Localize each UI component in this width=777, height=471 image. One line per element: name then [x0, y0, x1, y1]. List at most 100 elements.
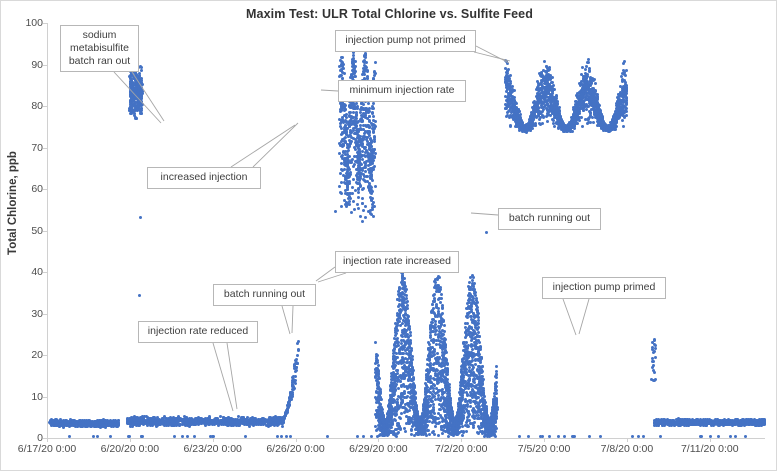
scatter-point — [471, 426, 475, 430]
y-axis-tick-label: 40 — [31, 266, 43, 278]
y-axis-tick-mark — [43, 355, 47, 356]
scatter-point — [369, 173, 373, 177]
scatter-point — [290, 395, 294, 399]
scatter-point — [370, 112, 374, 116]
scatter-point — [360, 162, 364, 166]
scatter-point — [62, 424, 66, 428]
scatter-point — [362, 123, 365, 127]
scatter-point — [362, 58, 366, 62]
y-axis-tick-mark — [43, 230, 47, 232]
scatter-point — [67, 425, 71, 429]
scatter-point — [65, 421, 69, 425]
scatter-point — [439, 428, 443, 432]
x-axis-tick-label: 7/2/20 0:00 — [434, 443, 488, 455]
scatter-plot-area — [47, 23, 767, 439]
scatter-point — [371, 101, 375, 105]
scatter-point — [81, 420, 85, 424]
x-axis-tick-label: 6/29/20 0:00 — [349, 443, 408, 455]
scatter-point — [439, 292, 443, 296]
scatter-point — [136, 76, 140, 80]
x-axis-tick-label: 7/8/20 0:00 — [600, 443, 654, 455]
scatter-point — [105, 420, 109, 424]
scatter-point — [342, 66, 346, 70]
scatter-point — [284, 411, 288, 415]
scatter-point — [126, 420, 130, 424]
scatter-point — [214, 419, 218, 423]
y-axis-tick-label: 20 — [31, 349, 43, 361]
scatter-point — [74, 424, 78, 428]
scatter-point — [83, 425, 87, 429]
scatter-point — [338, 185, 342, 189]
scatter-point — [54, 423, 58, 427]
scatter-point — [135, 107, 139, 111]
x-axis-tick-mark — [626, 439, 628, 442]
scatter-point — [355, 106, 359, 110]
scatter-point — [280, 419, 284, 423]
scatter-point — [425, 434, 429, 438]
scatter-point — [53, 418, 57, 422]
scatter-point — [129, 103, 133, 107]
scatter-point — [345, 174, 349, 178]
scatter-point — [345, 188, 349, 192]
scatter-point — [343, 123, 347, 127]
chart-title: Maxim Test: ULR Total Chlorine vs. Sulfi… — [246, 7, 533, 21]
scatter-point — [361, 120, 365, 124]
scatter-point — [97, 423, 101, 427]
scatter-point — [346, 191, 350, 195]
scatter-point — [57, 421, 61, 425]
scatter-point — [364, 52, 368, 56]
scatter-point — [111, 418, 115, 422]
scatter-point — [283, 416, 287, 420]
scatter-point — [436, 417, 440, 421]
scatter-point — [296, 349, 300, 353]
scatter-point — [57, 425, 61, 429]
scatter-point — [86, 422, 90, 426]
scatter-point — [104, 423, 108, 427]
y-axis-tick-mark — [43, 313, 47, 315]
scatter-point — [404, 289, 408, 293]
scatter-point — [116, 421, 120, 425]
scatter-point — [408, 409, 412, 413]
y-axis-tick-label: 80 — [31, 100, 43, 112]
scatter-point — [116, 420, 119, 424]
scatter-point — [369, 145, 373, 149]
scatter-point — [406, 299, 410, 303]
scatter-point — [356, 187, 360, 191]
scatter-point — [495, 365, 499, 369]
scatter-point — [346, 179, 350, 183]
scatter-point — [85, 424, 89, 428]
scatter-point — [89, 421, 93, 425]
scatter-point — [97, 425, 101, 429]
scatter-point — [56, 419, 60, 423]
scatter-point — [364, 64, 368, 68]
scatter-point — [103, 426, 107, 430]
scatter-point — [50, 421, 54, 425]
scatter-point — [369, 189, 373, 193]
scatter-point — [250, 415, 254, 419]
scatter-point — [349, 141, 353, 145]
scatter-point — [356, 195, 360, 199]
x-axis-tick-mark — [378, 439, 380, 442]
scatter-point — [360, 171, 364, 175]
scatter-point — [95, 419, 99, 423]
scatter-point — [48, 421, 52, 425]
scatter-point — [68, 420, 72, 424]
scatter-point — [99, 421, 103, 425]
x-axis-tick-label: 6/26/20 0:00 — [266, 443, 325, 455]
scatter-point — [210, 419, 214, 423]
scatter-point — [110, 422, 114, 426]
y-axis-tick-label: 100 — [25, 17, 43, 29]
scatter-point — [196, 423, 200, 427]
scatter-point — [372, 147, 376, 151]
scatter-point — [343, 103, 347, 107]
scatter-point — [361, 196, 365, 200]
scatter-point — [442, 324, 446, 328]
scatter-point — [103, 419, 107, 423]
scatter-point — [342, 149, 346, 153]
scatter-point — [436, 351, 440, 355]
scatter-point — [341, 168, 345, 172]
scatter-point — [356, 119, 360, 123]
scatter-point — [348, 131, 352, 135]
x-axis-tick-label: 6/23/20 0:00 — [183, 443, 242, 455]
